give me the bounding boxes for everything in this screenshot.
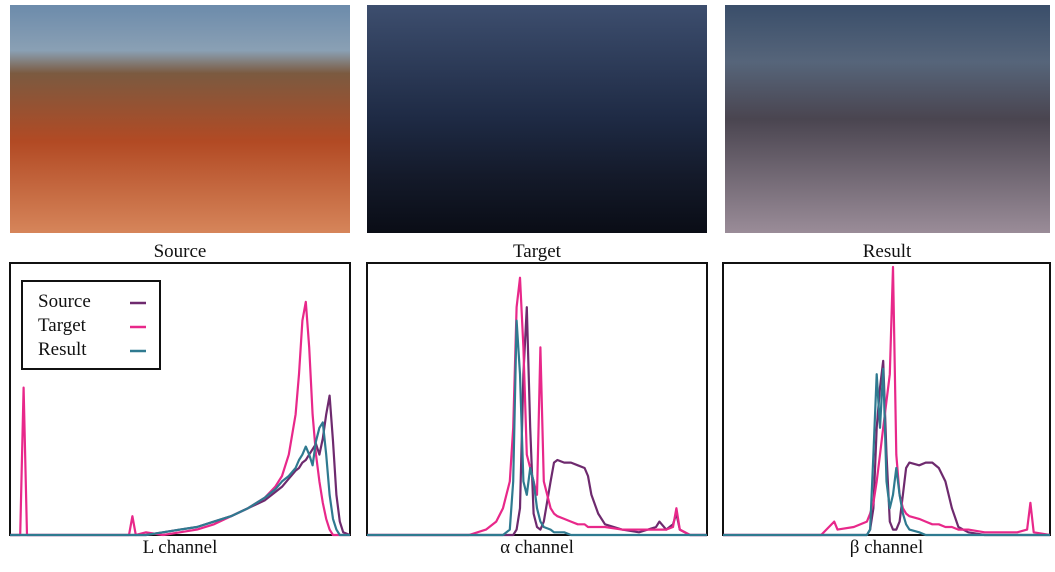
legend-label: Target [38,315,87,336]
series-line [367,278,707,535]
caption: Source [154,241,207,262]
series-line [367,321,707,535]
x-axis-label: L channel [143,537,218,558]
series-line [10,396,350,535]
photo-source [10,5,350,233]
figure: Source Target Result L channel Source Targ… [0,0,1055,567]
photo-result [725,5,1050,233]
caption: Target [513,241,562,262]
x-axis-label: α channel [500,537,574,558]
legend-label: Result [38,339,87,360]
series-line [723,267,1050,535]
x-axis-label: β channel [850,537,924,558]
legend-label: Source [38,291,91,312]
series-line [10,422,350,535]
caption: Result [863,241,912,262]
photo-target [367,5,707,233]
